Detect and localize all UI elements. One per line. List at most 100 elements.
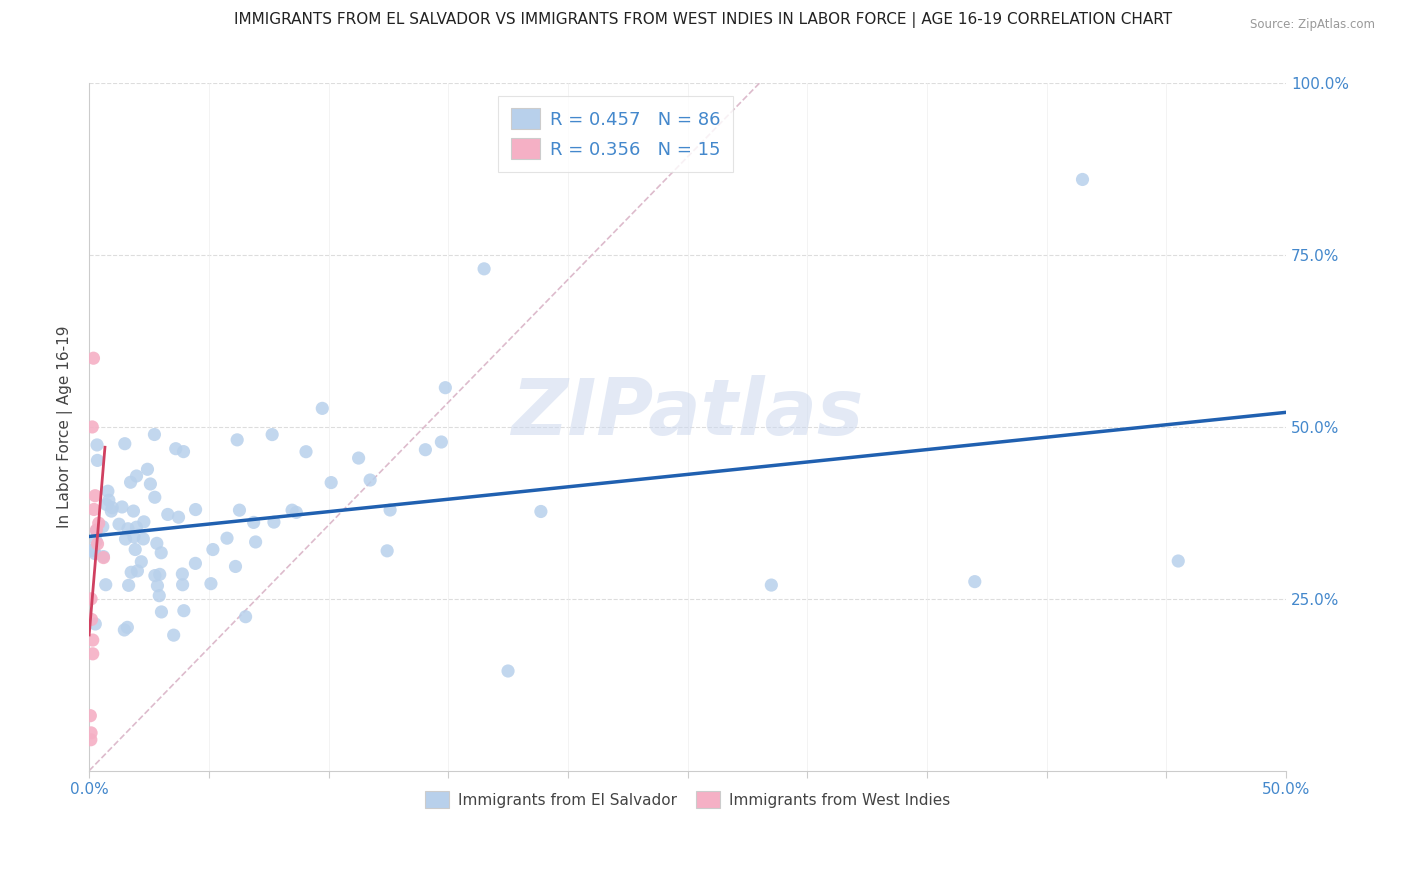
Point	[86, 453, 108, 467]
Point	[1071, 172, 1094, 186]
Point	[83, 542, 105, 557]
Point	[430, 435, 453, 450]
Point	[311, 401, 333, 416]
Point	[224, 559, 246, 574]
Point	[84, 534, 107, 549]
Point	[245, 535, 267, 549]
Point	[415, 442, 437, 457]
Text: ZIPatlas: ZIPatlas	[512, 376, 863, 451]
Point	[82, 647, 104, 661]
Y-axis label: In Labor Force | Age 16-19: In Labor Force | Age 16-19	[58, 326, 73, 528]
Point	[496, 664, 519, 678]
Point	[375, 544, 398, 558]
Point	[84, 547, 107, 561]
Point	[94, 578, 117, 592]
Point	[97, 484, 120, 499]
Legend: Immigrants from El Salvador, Immigrants from West Indies: Immigrants from El Salvador, Immigrants …	[419, 785, 956, 814]
Point	[84, 489, 107, 503]
Point	[97, 493, 120, 508]
Point	[114, 532, 136, 546]
Point	[87, 516, 110, 531]
Point	[146, 579, 169, 593]
Point	[108, 517, 131, 532]
Point	[228, 503, 250, 517]
Point	[963, 574, 986, 589]
Point	[132, 515, 155, 529]
Point	[184, 502, 207, 516]
Point	[112, 623, 135, 637]
Point	[172, 566, 194, 581]
Point	[321, 475, 343, 490]
Point	[86, 537, 108, 551]
Point	[172, 578, 194, 592]
Point	[111, 500, 134, 514]
Point	[150, 605, 173, 619]
Point	[91, 519, 114, 533]
Point	[117, 578, 139, 592]
Point	[242, 516, 264, 530]
Point	[82, 633, 104, 648]
Point	[114, 436, 136, 450]
Point	[472, 261, 495, 276]
Point	[120, 475, 142, 490]
Point	[125, 520, 148, 534]
Point	[226, 433, 249, 447]
Point	[124, 542, 146, 557]
Point	[101, 500, 124, 515]
Point	[93, 550, 115, 565]
Point	[79, 708, 101, 723]
Point	[378, 503, 401, 517]
Point	[262, 427, 284, 442]
Point	[122, 504, 145, 518]
Point	[434, 381, 457, 395]
Point	[117, 522, 139, 536]
Point	[173, 604, 195, 618]
Point	[136, 462, 159, 476]
Text: Source: ZipAtlas.com: Source: ZipAtlas.com	[1250, 18, 1375, 31]
Point	[80, 591, 103, 606]
Point	[86, 438, 108, 452]
Point	[281, 503, 304, 517]
Point	[100, 504, 122, 518]
Point	[117, 620, 139, 634]
Point	[82, 420, 104, 434]
Point	[165, 442, 187, 456]
Point	[80, 543, 103, 558]
Point	[80, 732, 103, 747]
Point	[86, 524, 108, 538]
Text: IMMIGRANTS FROM EL SALVADOR VS IMMIGRANTS FROM WEST INDIES IN LABOR FORCE | AGE : IMMIGRANTS FROM EL SALVADOR VS IMMIGRANT…	[233, 12, 1173, 28]
Point	[143, 490, 166, 504]
Point	[132, 532, 155, 546]
Point	[143, 568, 166, 582]
Point	[80, 726, 103, 740]
Point	[93, 549, 115, 564]
Point	[761, 578, 783, 592]
Point	[131, 555, 153, 569]
Point	[86, 523, 108, 537]
Point	[146, 536, 169, 550]
Point	[163, 628, 186, 642]
Point	[143, 427, 166, 442]
Point	[200, 576, 222, 591]
Point	[295, 444, 318, 458]
Point	[96, 498, 118, 512]
Point	[150, 546, 173, 560]
Point	[173, 444, 195, 458]
Point	[201, 542, 224, 557]
Point	[149, 567, 172, 582]
Point	[83, 502, 105, 516]
Point	[285, 505, 308, 519]
Point	[82, 351, 104, 366]
Point	[156, 508, 179, 522]
Point	[359, 473, 381, 487]
Point	[120, 566, 142, 580]
Point	[235, 609, 257, 624]
Point	[263, 515, 285, 529]
Point	[139, 477, 162, 491]
Point	[215, 531, 238, 545]
Point	[148, 589, 170, 603]
Point	[122, 530, 145, 544]
Point	[347, 451, 370, 466]
Point	[184, 557, 207, 571]
Point	[127, 564, 149, 578]
